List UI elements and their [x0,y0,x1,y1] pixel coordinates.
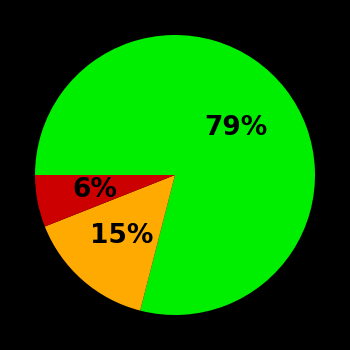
Text: 6%: 6% [73,177,118,203]
Wedge shape [35,175,175,226]
Wedge shape [35,35,315,315]
Wedge shape [45,175,175,310]
Text: 79%: 79% [204,115,267,141]
Text: 15%: 15% [90,223,153,249]
